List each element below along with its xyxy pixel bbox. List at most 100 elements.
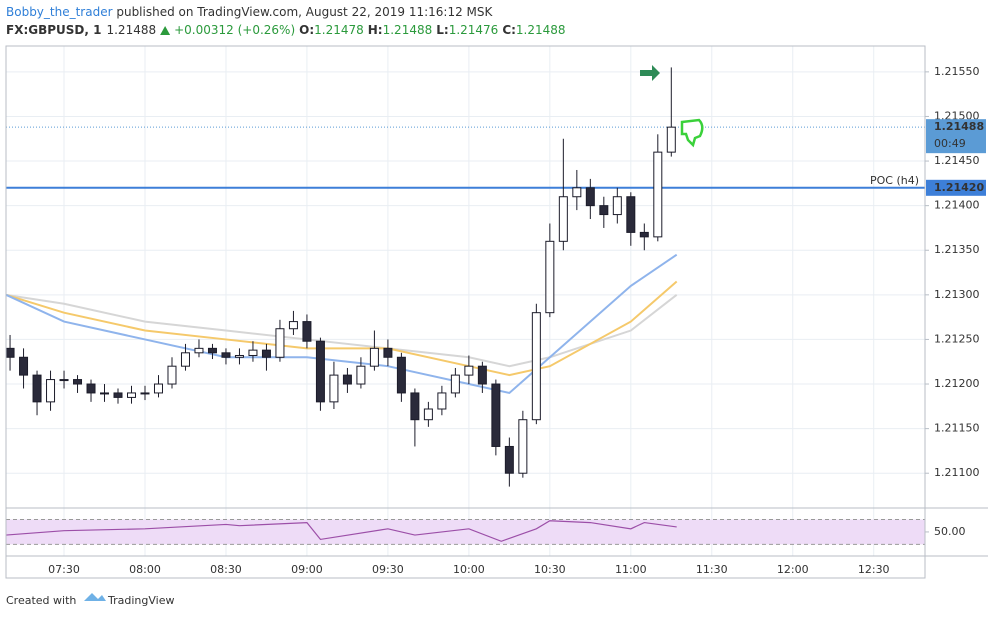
poc-name: POC (h4): [870, 174, 919, 187]
candle-body: [410, 392, 420, 421]
y-tick-label: 1.21550: [934, 65, 980, 78]
candle-body: [127, 392, 137, 398]
candle-body: [423, 408, 433, 421]
candle-body: [19, 356, 29, 376]
y-tick-label: 1.21200: [934, 377, 980, 390]
x-tick-label: 08:30: [210, 563, 242, 576]
up-triangle: [160, 26, 171, 35]
y-tick-label: 1.21350: [934, 243, 980, 256]
x-tick-label: 09:30: [372, 563, 404, 576]
poc-label: 1.21420: [934, 181, 984, 194]
poc-label-box: [926, 179, 986, 196]
c-label: C:: [502, 23, 516, 37]
l: 1.21476: [449, 23, 499, 37]
last: 1.21488: [106, 23, 156, 37]
rsi-band: [6, 519, 925, 545]
y-tick-label: 1.21150: [934, 422, 980, 435]
h-label: H:: [368, 23, 383, 37]
candle-body: [572, 187, 582, 198]
o: 1.21478: [314, 23, 364, 37]
x-tick-label: 12:00: [777, 563, 809, 576]
pane-border: [5, 45, 926, 579]
y-tick-label: 1.21100: [934, 466, 980, 479]
publish-line: Bobby_the_trader published on TradingVie…: [6, 5, 494, 19]
countdown: 00:49: [934, 137, 966, 150]
candle-body: [639, 231, 649, 238]
candle-body: [153, 383, 163, 394]
candle-body: [558, 196, 568, 242]
candle-body: [5, 347, 15, 358]
h: 1.21488: [383, 23, 433, 37]
chart-area: 07:30 08:00 08:30 09:00 09:30 10:00 10:30 11:00…: [5, 46, 986, 576]
y-tick-label: 1.21450: [934, 154, 980, 167]
candle-body: [396, 356, 406, 394]
candle-body: [302, 321, 312, 342]
o-label: O:: [299, 23, 314, 37]
candle-body: [437, 392, 447, 410]
x-tick-label: 11:30: [696, 563, 728, 576]
candle-body: [288, 321, 298, 330]
candle-body: [329, 374, 339, 403]
price-label: 1.21488: [934, 120, 984, 133]
candle-body: [504, 445, 514, 474]
candle-body: [207, 347, 217, 354]
candle-body: [464, 365, 474, 376]
candle-body: [32, 374, 42, 403]
candle-body: [140, 392, 150, 395]
x-tick-label: 12:30: [858, 563, 890, 576]
candle-body: [315, 340, 325, 403]
candle-body: [531, 312, 541, 421]
candle-body: [518, 419, 528, 474]
candle-body: [180, 352, 190, 367]
candle-body: [599, 205, 609, 216]
y-tick-label: 1.21300: [934, 288, 980, 301]
candle-body: [59, 379, 69, 382]
x-tick-label: 07:30: [48, 563, 80, 576]
change: +0.00312 (+0.26%): [174, 23, 295, 37]
tv-logo: [84, 593, 106, 601]
candle-body: [626, 196, 636, 233]
footer-brand[interactable]: TradingView: [107, 594, 174, 607]
quote-line: FX:GBPUSD, 1 1.21488 +0.00312 (+0.26%) O:1.…: [6, 23, 566, 37]
candle-body: [545, 240, 555, 314]
x-tick-label: 10:30: [534, 563, 566, 576]
candle-body: [653, 151, 663, 238]
rsi-tick-label: 50.00: [934, 525, 966, 538]
candle-body: [342, 374, 352, 385]
candle-body: [234, 354, 244, 358]
x-tick-label: 08:00: [129, 563, 161, 576]
candle-body: [167, 365, 177, 385]
price-label-box: [926, 119, 986, 154]
l-label: L:: [436, 23, 448, 37]
candle-body: [477, 365, 487, 385]
c: 1.21488: [516, 23, 566, 37]
published: published on TradingView.com, August 22,…: [113, 5, 494, 19]
candle-body: [100, 392, 110, 395]
candle-body: [612, 196, 622, 216]
candle-body: [356, 365, 366, 385]
candle-body: [86, 383, 96, 394]
y-tick-label: 1.21400: [934, 199, 980, 212]
moving-average: [5, 253, 678, 395]
candle-body: [666, 126, 676, 153]
symbol: FX:GBPUSD, 1: [6, 23, 101, 37]
author[interactable]: Bobby_the_trader: [6, 5, 113, 19]
candle-body: [73, 379, 83, 385]
candle-body: [383, 347, 393, 358]
buy-arrow: [640, 65, 660, 81]
candle-body: [261, 349, 271, 358]
x-tick-label: 10:00: [453, 563, 485, 576]
candle-body: [491, 383, 501, 447]
x-tick-label: 11:00: [615, 563, 647, 576]
y-tick-label: 1.21250: [934, 332, 980, 345]
x-tick-label: 09:00: [291, 563, 323, 576]
candle-body: [194, 347, 204, 354]
candle-body: [113, 392, 123, 398]
candle-body: [585, 187, 595, 207]
candle-body: [450, 374, 460, 394]
rsi-line: [5, 520, 677, 542]
candle-body: [221, 352, 231, 358]
candle-body: [46, 379, 56, 403]
thumb-down-icon: [680, 118, 704, 148]
